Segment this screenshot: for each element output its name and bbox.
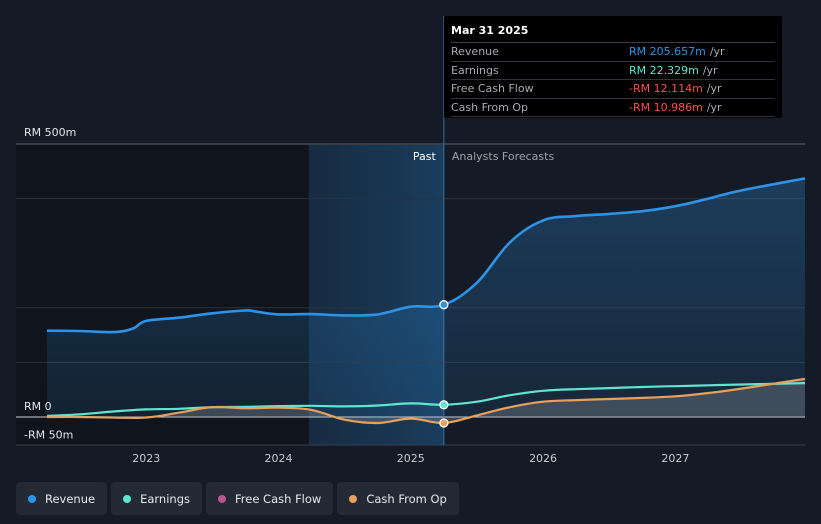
legend-dot-icon [123,494,132,503]
x-tick-label: 2027 [661,452,689,465]
y-tick-label: -RM 50m [24,428,73,441]
earnings-marker [439,400,449,410]
series-layer [46,177,806,425]
legend-item-revenue[interactable]: Revenue [16,482,108,515]
cash-from-op-line [46,377,806,425]
legend-dot-icon [28,494,36,503]
chart-legend: Revenue Earnings Free Cash Flow Cash Fro… [16,482,459,515]
past-label: Past [413,150,437,163]
legend-item-earnings[interactable]: Earnings [111,482,202,515]
hover-tooltip: Mar 31 2025 Revenue RM 205.657m /yr Earn… [444,16,782,118]
earnings-line [46,382,806,417]
legend-label: Cash From Op [366,491,447,506]
x-tick-label: 2026 [529,452,557,465]
y-tick-label: RM 500m [24,126,76,139]
x-tick-label: 2024 [265,452,293,465]
tooltip-label: Revenue [451,45,499,58]
tooltip-unit: /yr [706,82,722,95]
tooltip-label: Earnings [451,63,499,77]
legend-label: Free Cash Flow [235,491,322,506]
tooltip-row-revenue: Revenue RM 205.657m /yr [451,43,775,62]
tooltip-row-cash-from-op: Cash From Op -RM 10.986m /yr [451,99,775,117]
tooltip-unit: /yr [706,100,722,114]
tooltip-value: -RM 10.986m [629,100,703,114]
y-tick-label: RM 0 [24,400,52,413]
legend-dot-icon [349,494,358,503]
tooltip-value: -RM 12.114m [629,82,703,95]
legend-label: Revenue [45,491,96,506]
revenue-area [47,178,805,417]
cash-from-op-marker [439,418,449,428]
legend-label: Earnings [140,491,190,506]
tooltip-date: Mar 31 2025 [451,24,775,43]
tooltip-unit: /yr [709,45,725,58]
forecast-label: Analysts Forecasts [452,150,555,163]
cash-from-op-area [47,378,805,424]
tooltip-row-earnings: Earnings RM 22.329m /yr [451,62,775,80]
legend-dot-icon [218,494,226,503]
tooltip-unit: /yr [702,63,718,77]
legend-item-cash-from-op[interactable]: Cash From Op [337,482,459,515]
marker-layer [439,300,449,428]
tooltip-value: RM 205.657m [629,45,706,58]
revenue-marker [439,300,449,310]
tooltip-label: Free Cash Flow [451,82,534,95]
x-tick-label: 2023 [132,452,160,465]
x-tick-label: 2025 [397,452,425,465]
legend-item-free-cash-flow[interactable]: Free Cash Flow [206,482,334,515]
tooltip-value: RM 22.329m [629,63,699,77]
revenue-line [46,177,806,334]
label-layer: RM 500m RM 0 -RM 50m 2023 2024 2025 2026 2027 Pa… [24,126,689,465]
tooltip-label: Cash From Op [451,100,529,114]
tooltip-row-free-cash-flow: Free Cash Flow -RM 12.114m /yr [451,80,775,99]
